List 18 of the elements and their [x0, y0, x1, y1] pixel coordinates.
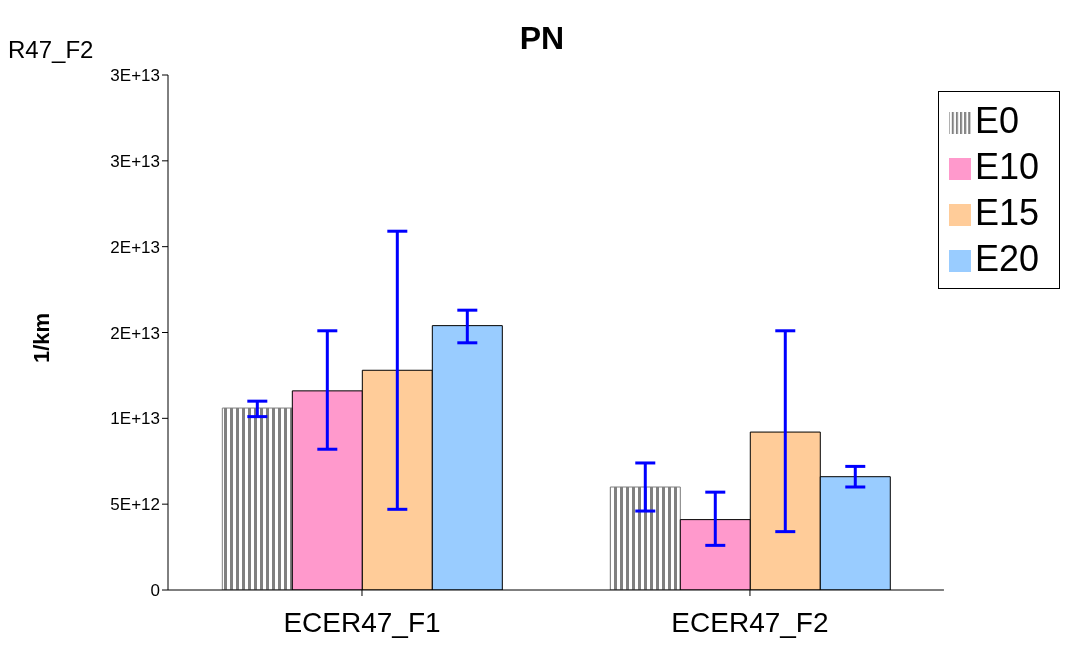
y-tick-label: 2E+13	[110, 323, 160, 343]
chart-title: PN	[519, 20, 565, 56]
y-axis-title: 1/km	[29, 311, 55, 366]
x-tick-label: ECER47_F1	[283, 606, 441, 638]
x-tick-label: ECER47_F2	[671, 606, 829, 638]
y-tick-label: 3E+13	[110, 151, 160, 171]
bar	[609, 486, 681, 590]
y-tick-label: 2E+13	[110, 237, 160, 257]
legend-label: E20	[974, 238, 1039, 279]
legend-label: E10	[974, 146, 1039, 187]
bar	[221, 407, 293, 590]
y-tick-label: 1E+13	[110, 409, 160, 429]
text: R47_F2	[8, 36, 94, 64]
legend-label: E0	[974, 100, 1019, 141]
y-tick-label: 3E+13	[110, 66, 160, 86]
y-tick-label: 5E+12	[110, 495, 160, 515]
legend-label: E15	[974, 192, 1039, 233]
y-tick-label: 0	[150, 581, 160, 601]
